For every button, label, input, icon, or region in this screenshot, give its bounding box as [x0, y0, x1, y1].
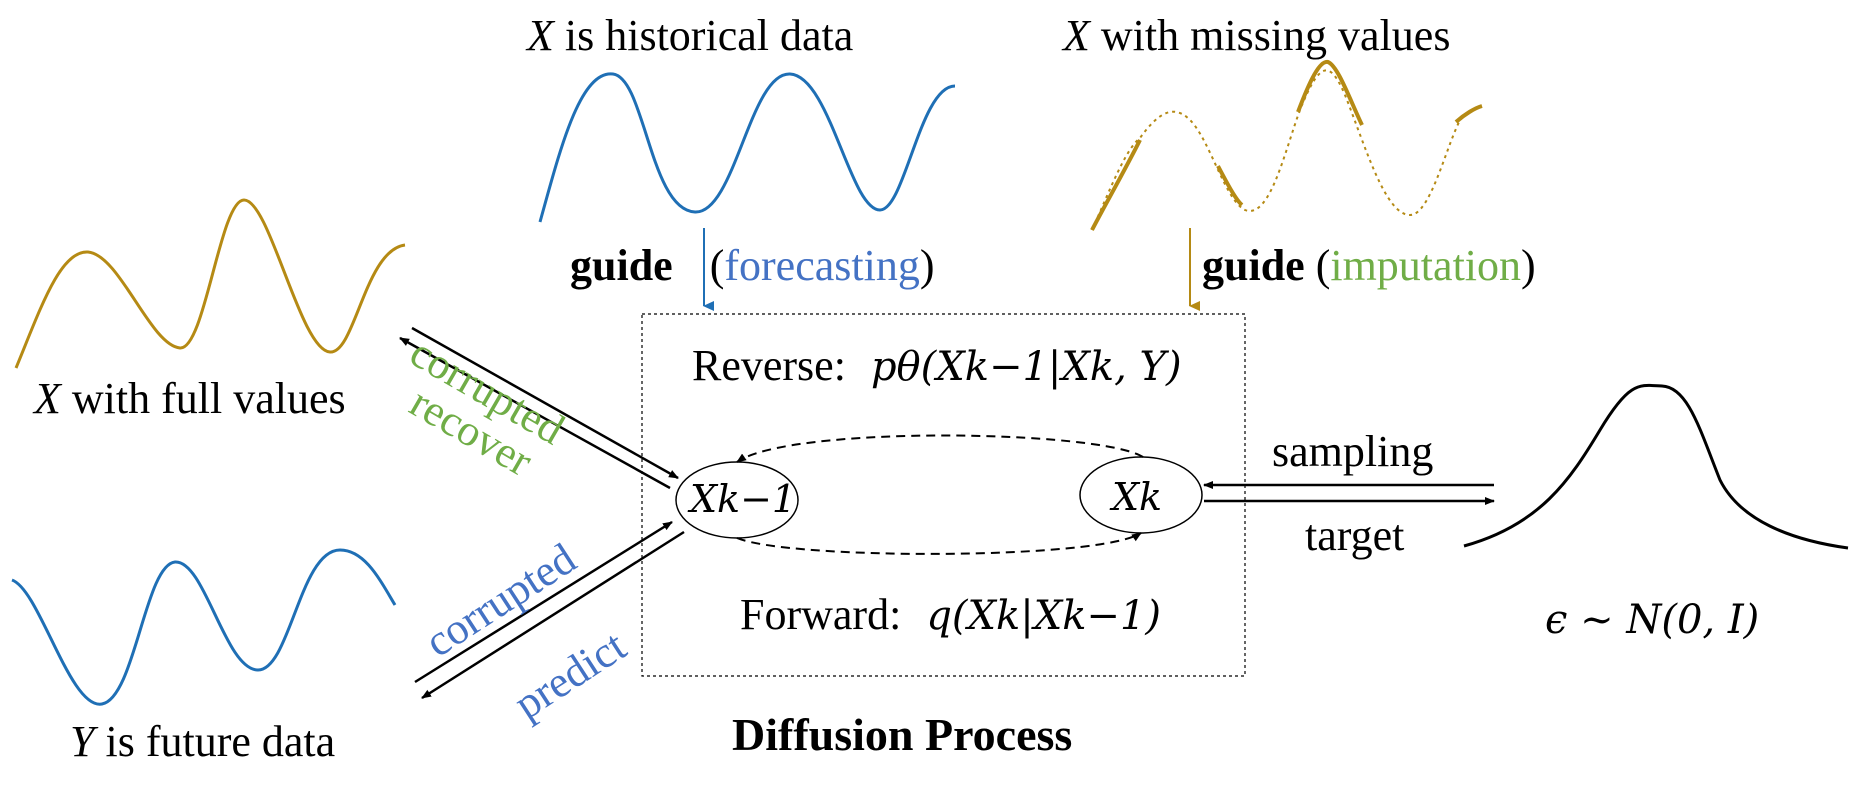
missing-values-title: X with missing values [1063, 14, 1450, 58]
variable-x: X [527, 11, 554, 60]
historical-data-text: is historical data [553, 11, 854, 60]
guide-forecasting-label: guide (forecasting) [570, 244, 934, 288]
variable-y: Y [70, 717, 95, 766]
paren-open: ( [1304, 241, 1331, 290]
forward-arc [736, 532, 1142, 555]
gaussian-noise-curve [1463, 383, 1849, 550]
imputation-word: imputation [1330, 241, 1522, 290]
reverse-formula: pθ(Xk−1|Xk, Y) [870, 344, 1182, 390]
diffusion-process-box [641, 313, 1246, 677]
historical-data-wave [538, 72, 956, 223]
missing-values-observed-3 [1296, 59, 1364, 126]
forward-word: Forward: [740, 590, 902, 639]
future-data-text: is future data [94, 717, 336, 766]
forward-process-label: Forward: q(Xk|Xk−1) [740, 593, 1161, 637]
guide-word: guide [570, 241, 673, 290]
reverse-arc [736, 434, 1144, 463]
full-values-text: with full values [60, 374, 346, 423]
paren-close: ) [1521, 241, 1536, 290]
reverse-process-label: Reverse: pθ(Xk−1|Xk, Y) [692, 344, 1182, 388]
noise-distribution-label: ϵ ~ N(0, I) [1545, 597, 1760, 643]
future-data-wave [11, 548, 397, 706]
node-x-k-minus-1-label: Xk−1 [690, 477, 797, 521]
forecasting-word: forecasting [724, 241, 920, 290]
full-values-label: X with full values [34, 377, 346, 421]
missing-values-observed-4 [1454, 104, 1483, 124]
variable-x: X [1063, 11, 1090, 60]
missing-values-observed-2 [1216, 165, 1244, 207]
node-x-k-label: Xk [1112, 475, 1163, 519]
variable-x: X [34, 374, 61, 423]
predict-arrow [421, 530, 685, 700]
missing-values-wave-dotted [1091, 69, 1481, 231]
sampling-label: sampling [1272, 427, 1434, 476]
guide-word: guide [1202, 241, 1305, 290]
full-values-wave [14, 198, 406, 369]
missing-values-observed-1 [1090, 139, 1142, 231]
future-data-label: Y is future data [70, 720, 335, 764]
missing-values-text: with missing values [1089, 11, 1451, 60]
reverse-word: Reverse: [692, 341, 846, 390]
historical-data-title: X is historical data [527, 14, 853, 58]
forward-formula: q(Xk|Xk−1) [926, 593, 1161, 639]
diffusion-process-title: Diffusion Process [732, 709, 1073, 760]
guide-imputation-label: guide (imputation) [1202, 244, 1536, 288]
corrupted-top-arrow [411, 326, 679, 480]
paren-close: ) [919, 241, 935, 290]
target-label: target [1305, 511, 1405, 560]
paren-open: ( [698, 241, 725, 290]
recover-arrow [399, 336, 671, 490]
corrupted-bottom-arrow [414, 520, 673, 684]
